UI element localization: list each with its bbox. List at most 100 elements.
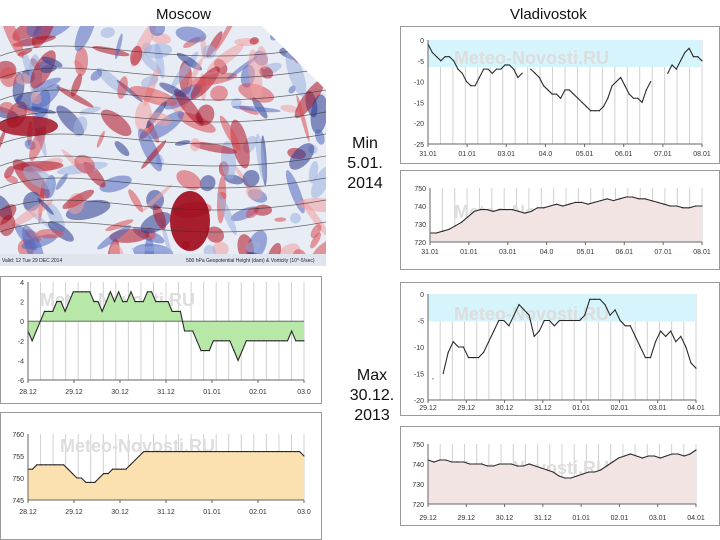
data-point xyxy=(465,81,468,83)
data-point xyxy=(503,319,505,322)
vorticity-blob xyxy=(37,197,54,215)
data-point xyxy=(510,463,512,465)
data-point xyxy=(439,459,441,461)
vorticity-blob xyxy=(149,26,165,36)
data-point xyxy=(229,340,231,342)
vorticity-blob xyxy=(175,26,207,43)
vorticity-blob xyxy=(199,175,216,192)
max-label: Max xyxy=(356,367,388,384)
x-tick-label: 28.12 xyxy=(19,509,37,516)
data-point xyxy=(294,451,296,453)
data-point xyxy=(577,97,579,99)
data-point xyxy=(442,230,444,232)
data-point xyxy=(461,221,463,223)
y-tick-label: 0 xyxy=(420,292,424,299)
data-point xyxy=(645,89,647,91)
data-point xyxy=(689,453,691,455)
data-point xyxy=(491,72,493,74)
data-point xyxy=(253,340,256,342)
vorticity-blob xyxy=(232,105,281,113)
data-point xyxy=(650,200,652,202)
data-point xyxy=(536,207,539,209)
data-point xyxy=(122,301,124,303)
data-point xyxy=(600,200,602,202)
data-point xyxy=(635,455,638,457)
watermark: Meteo-Novosti.RU xyxy=(454,48,609,68)
data-point xyxy=(594,471,596,473)
y-tick-label: 740 xyxy=(414,204,426,211)
vorticity-blob xyxy=(176,170,202,190)
data-point xyxy=(475,463,477,465)
data-point xyxy=(109,291,111,293)
max-annotation: Max 30.12. 2013 xyxy=(340,366,404,426)
data-point xyxy=(551,93,553,95)
data-point xyxy=(612,200,615,202)
x-tick-label: 05.01 xyxy=(576,151,594,158)
y-tick-label: 755 xyxy=(12,454,24,461)
data-point xyxy=(447,351,449,353)
data-point xyxy=(549,205,551,207)
x-tick-label: 29.12 xyxy=(458,405,476,412)
y-tick-label: -15 xyxy=(414,372,424,379)
data-point xyxy=(113,301,116,303)
data-point xyxy=(85,481,87,483)
x-tick-label: 29.12 xyxy=(419,405,437,412)
data-point xyxy=(208,350,210,352)
vorticity-blob xyxy=(15,73,31,85)
data-point xyxy=(644,357,647,359)
vorticity-blob xyxy=(176,52,203,71)
data-point xyxy=(611,85,613,87)
y-tick-label: -6 xyxy=(18,378,24,385)
data-point xyxy=(620,76,622,79)
vorticity-blob xyxy=(249,37,259,45)
moscow-temp-chart: Meteo-Novosti.RU420-2-4-628.1229.1230.12… xyxy=(0,276,322,404)
vorticity-blob xyxy=(159,82,186,98)
area-fill xyxy=(28,291,304,361)
data-point xyxy=(624,85,626,87)
data-point xyxy=(457,461,459,463)
data-point xyxy=(688,207,690,209)
data-point xyxy=(562,205,564,207)
data-point xyxy=(498,209,501,211)
vorticity-blob xyxy=(206,43,244,73)
data-point xyxy=(232,451,234,453)
vorticity-blob xyxy=(186,72,238,87)
data-point xyxy=(589,298,591,300)
min-year: 2014 xyxy=(347,175,383,192)
vorticity-blob xyxy=(274,217,287,222)
vladivostok-max-pressure-chart: Meteo-Novosti.RU75074073072029.1229.1230… xyxy=(400,426,720,526)
data-point xyxy=(474,85,476,87)
data-point xyxy=(118,291,120,293)
vorticity-blob xyxy=(190,138,201,152)
data-point xyxy=(625,196,627,198)
y-tick-label: 720 xyxy=(414,240,426,247)
data-point xyxy=(617,457,620,459)
x-tick-label: 30.12 xyxy=(496,515,514,522)
vorticity-blob xyxy=(130,45,143,66)
data-point xyxy=(560,97,562,99)
x-tick-label: 07.01 xyxy=(654,151,672,158)
vorticity-blob xyxy=(56,86,94,108)
data-point xyxy=(637,97,639,99)
x-tick-label: 08.01 xyxy=(693,249,711,256)
data-point xyxy=(258,451,261,453)
data-point xyxy=(221,340,223,342)
data-point xyxy=(43,310,46,312)
data-point xyxy=(31,468,34,470)
data-point xyxy=(552,471,554,473)
series-line xyxy=(430,196,702,234)
data-point xyxy=(670,330,672,332)
vorticity-map-image xyxy=(0,26,326,266)
data-point xyxy=(650,81,652,83)
data-point xyxy=(498,463,501,465)
vorticity-blob xyxy=(314,129,325,145)
data-point xyxy=(612,461,614,463)
data-point xyxy=(481,463,483,465)
data-point xyxy=(602,105,605,108)
data-point xyxy=(600,469,602,471)
data-point xyxy=(155,301,157,303)
vorticity-core xyxy=(170,191,210,251)
data-point xyxy=(165,451,167,453)
data-point xyxy=(634,335,636,337)
vorticity-blob xyxy=(55,173,68,190)
